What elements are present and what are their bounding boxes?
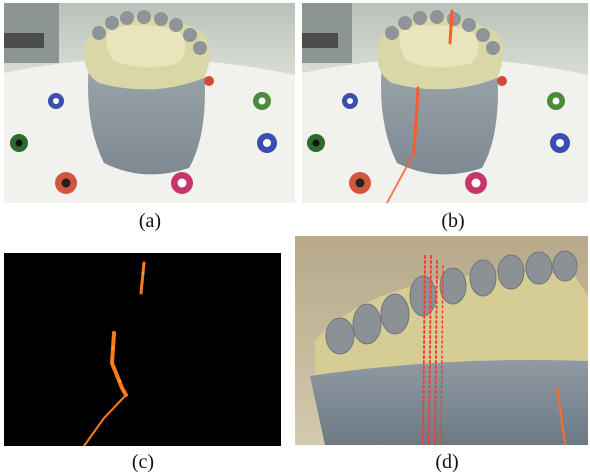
photo-panel-a	[4, 3, 295, 203]
photo-panel-c	[4, 253, 281, 446]
caption-a: (a)	[138, 210, 162, 232]
photo-panel-d	[295, 236, 588, 445]
caption-c: (c)	[131, 451, 155, 473]
photo-panel-b	[302, 3, 588, 203]
caption-b: (b)	[441, 210, 465, 232]
caption-d: (d)	[435, 451, 459, 473]
